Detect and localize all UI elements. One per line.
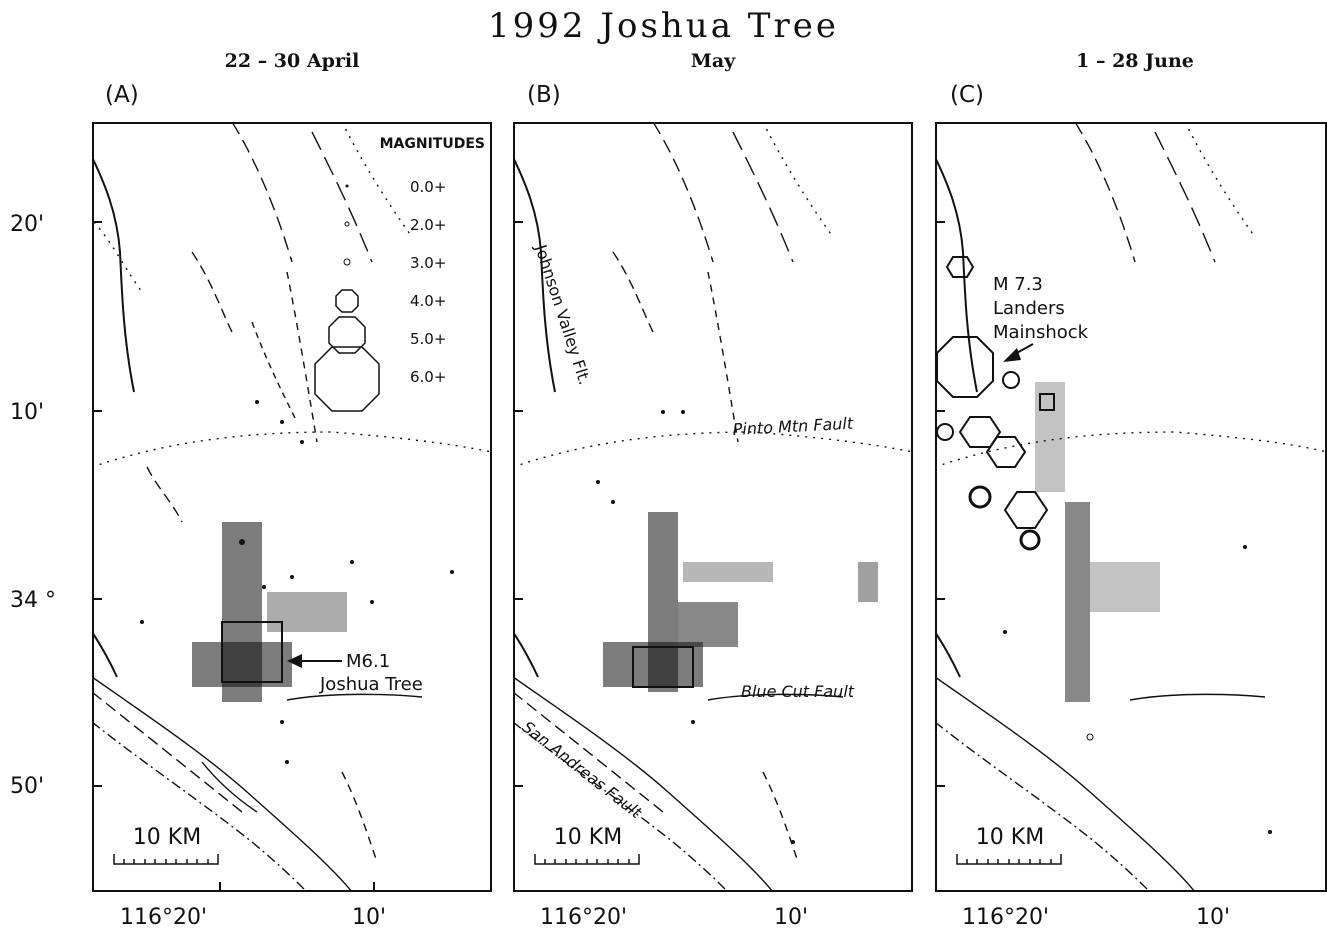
map-panel-a: MAGNITUDES 0.0+ 2.0+ 3.0+ 4.0+ 5.0+ 6.0+… xyxy=(92,122,492,892)
scale-label: 10 KM xyxy=(133,825,201,850)
map-frame xyxy=(513,122,913,892)
panel-c-title: 1 – 28 June xyxy=(1076,50,1194,72)
figure-title: 1992 Joshua Tree xyxy=(488,6,839,46)
scale-label: 10 KM xyxy=(554,825,622,850)
lat-label-10: 10' xyxy=(10,400,45,425)
pinto-mtn-label: Pinto Mtn Fault xyxy=(732,414,854,439)
blue-cut-label: Blue Cut Fault xyxy=(741,682,855,701)
lat-label-34: 34 ° xyxy=(10,588,56,613)
map-frame xyxy=(935,122,1327,892)
johnson-valley-label: Johnson Valley Flt. xyxy=(531,241,594,387)
scale-label: 10 KM xyxy=(976,825,1044,850)
mainshock-marker xyxy=(632,646,694,688)
legend-octagon-5 xyxy=(328,316,366,354)
earthquake-cluster xyxy=(140,400,454,764)
panel-a-label: (A) xyxy=(105,82,139,108)
map-panel-c: M 7.3 Landers Mainshock 10 KM xyxy=(935,122,1327,892)
legend-entry: 3.0+ xyxy=(410,254,446,272)
legend-entry: 5.0+ xyxy=(410,330,446,348)
lat-label-20: 20' xyxy=(10,212,45,237)
scale-bar: 10 KM xyxy=(956,825,1062,865)
panel-c-label: (C) xyxy=(950,82,985,108)
lon-label-b-10: 10' xyxy=(774,905,809,930)
annotation-line2: Landers xyxy=(993,298,1065,319)
fault-lines xyxy=(935,122,1327,892)
legend-entry: 2.0+ xyxy=(410,216,446,234)
fault-lines xyxy=(92,122,492,892)
lon-label-c-2020: 116°20' xyxy=(962,905,1050,930)
legend-title: MAGNITUDES xyxy=(380,136,485,152)
fault-name-labels: Johnson Valley Flt. Pinto Mtn Fault Blue… xyxy=(519,241,855,822)
scale-bar: 10 KM xyxy=(534,825,640,865)
panel-b-label: (B) xyxy=(527,82,561,108)
annotation-line1: M 7.3 xyxy=(993,274,1043,295)
san-andreas-label: San Andreas Fault xyxy=(519,717,646,822)
mainshock-annotation: M6.1 Joshua Tree xyxy=(287,651,423,695)
legend-entry: 4.0+ xyxy=(410,292,446,310)
lon-label-a-2020: 116°20' xyxy=(120,905,208,930)
annotation-line2: Joshua Tree xyxy=(319,674,423,695)
earthquake-cluster xyxy=(596,410,878,844)
fault-lines xyxy=(513,122,913,892)
legend: MAGNITUDES 0.0+ 2.0+ 3.0+ 4.0+ 5.0+ 6.0+ xyxy=(314,136,485,412)
panel-a-title: 22 – 30 April xyxy=(224,50,360,72)
scale-bar: 10 KM xyxy=(113,825,219,865)
lat-label-50: 50' xyxy=(10,774,45,799)
earthquake-cluster xyxy=(936,256,1272,834)
mainshock-annotation: M 7.3 Landers Mainshock xyxy=(993,274,1089,362)
legend-octagon-6 xyxy=(314,346,380,412)
map-panel-b: Johnson Valley Flt. Pinto Mtn Fault Blue… xyxy=(513,122,913,892)
annotation-line1: M6.1 xyxy=(346,651,390,672)
panel-b-title: May xyxy=(690,50,736,72)
lon-label-b-2020: 116°20' xyxy=(540,905,628,930)
map-frame xyxy=(92,122,492,892)
lon-label-c-10: 10' xyxy=(1196,905,1231,930)
legend-entry: 0.0+ xyxy=(410,178,446,196)
annotation-line3: Mainshock xyxy=(993,322,1089,343)
lon-label-a-10: 10' xyxy=(352,905,387,930)
mainshock-marker xyxy=(221,621,283,683)
legend-entry: 6.0+ xyxy=(410,368,446,386)
legend-octagon-4 xyxy=(335,289,359,313)
